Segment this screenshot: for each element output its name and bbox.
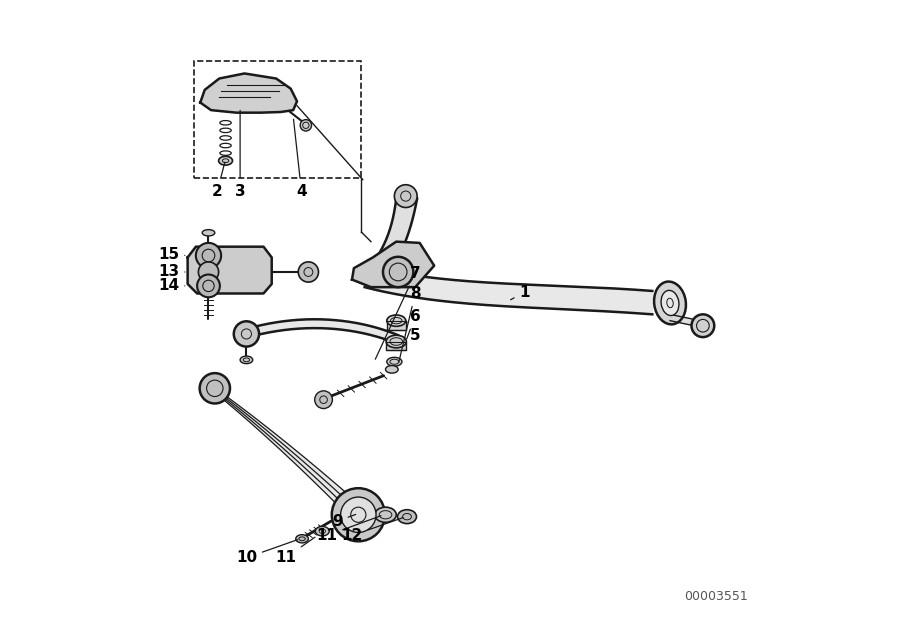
Circle shape [315, 391, 332, 408]
Text: 15: 15 [158, 247, 184, 262]
Text: 00003551: 00003551 [684, 591, 748, 603]
Ellipse shape [385, 366, 398, 373]
Text: 8: 8 [399, 286, 420, 362]
Circle shape [198, 262, 219, 282]
Circle shape [691, 314, 715, 337]
Text: 4: 4 [293, 119, 307, 199]
Polygon shape [215, 388, 358, 526]
Polygon shape [247, 319, 398, 344]
Circle shape [332, 488, 385, 541]
Polygon shape [670, 314, 699, 327]
Circle shape [394, 185, 417, 208]
Polygon shape [371, 199, 417, 272]
Text: 5: 5 [406, 321, 420, 343]
Circle shape [301, 119, 311, 131]
Ellipse shape [296, 535, 309, 543]
Polygon shape [187, 246, 272, 293]
Text: 2: 2 [212, 162, 225, 199]
Ellipse shape [386, 335, 407, 348]
Text: 6: 6 [407, 309, 420, 339]
Ellipse shape [240, 356, 253, 364]
Ellipse shape [219, 156, 232, 165]
Ellipse shape [662, 290, 679, 316]
Polygon shape [364, 265, 652, 314]
Circle shape [197, 274, 220, 297]
Bar [194, 62, 362, 178]
Polygon shape [201, 74, 297, 112]
Text: 7: 7 [375, 265, 420, 359]
Circle shape [200, 373, 230, 403]
Text: 13: 13 [158, 265, 184, 279]
Circle shape [298, 262, 319, 282]
Circle shape [234, 321, 259, 347]
Ellipse shape [387, 358, 402, 366]
Text: 11: 11 [275, 537, 315, 565]
Text: 10: 10 [236, 540, 298, 565]
Ellipse shape [315, 526, 329, 536]
Ellipse shape [654, 281, 686, 324]
Ellipse shape [398, 510, 417, 524]
Polygon shape [352, 242, 434, 287]
Ellipse shape [387, 315, 406, 326]
Circle shape [340, 497, 376, 533]
Text: 3: 3 [235, 110, 246, 199]
Text: 12: 12 [341, 518, 403, 543]
Bar [386, 342, 407, 351]
Text: 1: 1 [510, 284, 530, 300]
Bar [387, 321, 406, 330]
Text: 14: 14 [158, 278, 184, 293]
Circle shape [383, 257, 413, 287]
Ellipse shape [374, 507, 396, 523]
Text: 9: 9 [332, 514, 356, 528]
Ellipse shape [202, 230, 215, 236]
Text: 11: 11 [316, 516, 381, 543]
Circle shape [196, 243, 221, 268]
